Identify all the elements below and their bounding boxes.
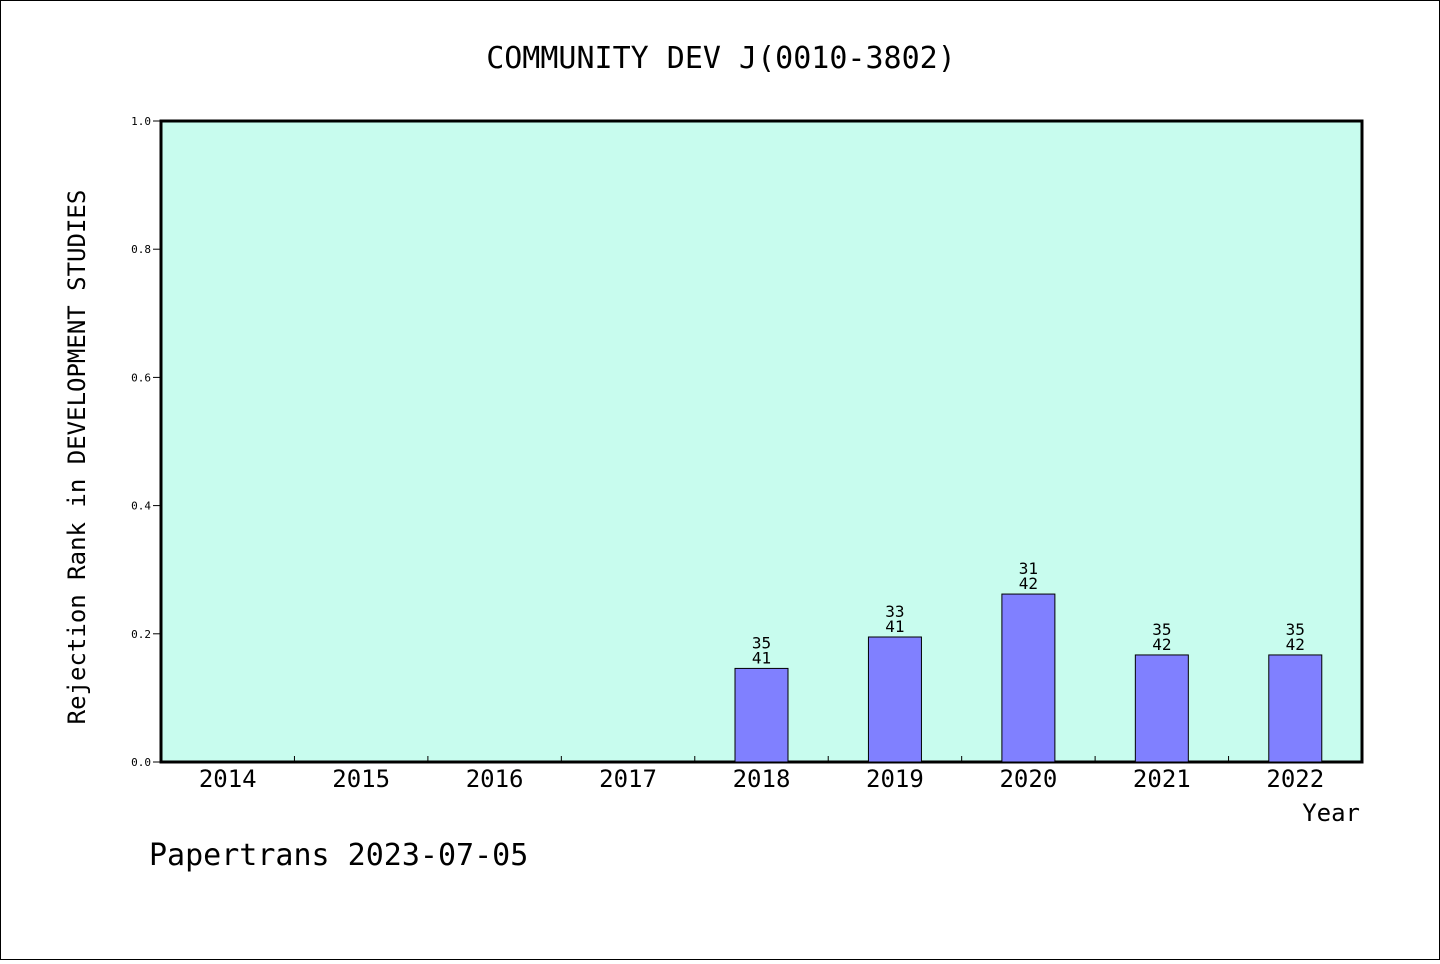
bar-label-top: 33 — [885, 602, 904, 621]
bar-label-top: 35 — [1286, 620, 1305, 639]
bar-label-top: 35 — [1152, 620, 1171, 639]
bar — [1134, 654, 1189, 763]
x-tick-label: 2014 — [199, 765, 257, 793]
y-tick-label: 0.0 — [131, 756, 151, 769]
bar-label-bottom: 42 — [1019, 574, 1038, 593]
x-tick-label: 2020 — [999, 765, 1057, 793]
bar-label-top: 31 — [1019, 559, 1038, 578]
y-tick-label: 0.8 — [131, 243, 151, 256]
chart-title: COMMUNITY DEV J(0010-3802) — [486, 41, 956, 76]
x-tick-label: 2019 — [866, 765, 924, 793]
bar — [734, 667, 789, 763]
bar-label-bottom: 41 — [885, 617, 904, 636]
x-tick-label: 2021 — [1133, 765, 1191, 793]
bar-label-bottom: 42 — [1286, 635, 1305, 654]
y-tick-label: 0.2 — [131, 628, 151, 641]
bar-label-bottom: 41 — [752, 648, 771, 667]
y-tick-label: 0.6 — [131, 371, 151, 384]
y-axis-label: Rejection Rank in DEVELOPMENT STUDIES — [63, 190, 91, 725]
bar — [1268, 654, 1323, 763]
y-tick-label: 1.0 — [131, 115, 151, 128]
x-axis-label: Year — [1302, 799, 1360, 827]
x-tick-label: 2015 — [332, 765, 390, 793]
y-tick-label: 0.4 — [131, 500, 151, 513]
footer-credit: Papertrans 2023-07-05 — [149, 838, 528, 873]
x-tick-label: 2017 — [599, 765, 657, 793]
x-tick-label: 2018 — [733, 765, 791, 793]
bar-label-bottom: 42 — [1152, 635, 1171, 654]
bar — [867, 636, 922, 763]
x-tick-label: 2016 — [466, 765, 524, 793]
bar — [1001, 593, 1056, 763]
x-tick-label: 2022 — [1266, 765, 1324, 793]
bar-label-top: 35 — [752, 633, 771, 652]
